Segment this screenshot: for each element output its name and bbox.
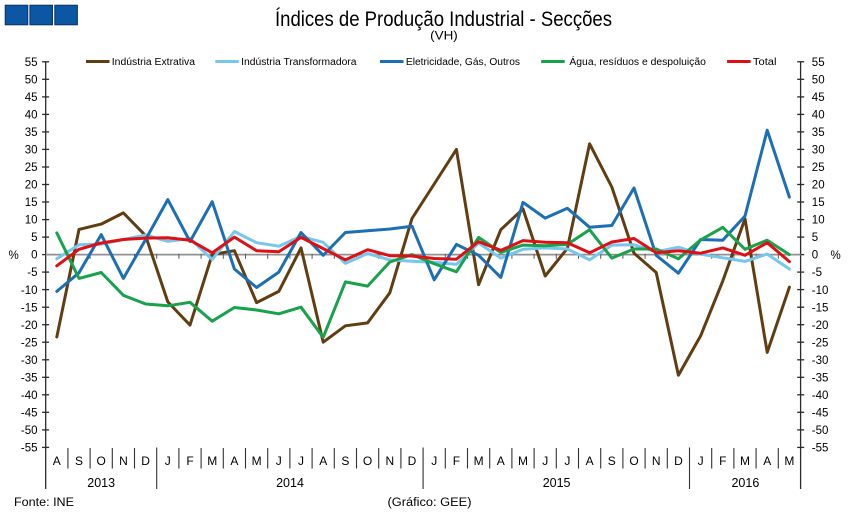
svg-text:5: 5 bbox=[812, 232, 818, 244]
svg-text:%: % bbox=[831, 250, 841, 262]
svg-text:-55: -55 bbox=[812, 443, 829, 455]
svg-text:J: J bbox=[276, 454, 282, 468]
svg-text:-35: -35 bbox=[812, 372, 829, 384]
svg-text:O: O bbox=[363, 454, 372, 468]
svg-text:J: J bbox=[698, 454, 704, 468]
svg-text:-30: -30 bbox=[812, 355, 829, 367]
svg-text:M: M bbox=[252, 454, 262, 468]
svg-text:25: 25 bbox=[812, 162, 825, 174]
svg-text:25: 25 bbox=[25, 162, 38, 174]
svg-text:45: 45 bbox=[25, 92, 38, 104]
svg-text:2014: 2014 bbox=[276, 476, 304, 490]
svg-text:M: M bbox=[784, 454, 794, 468]
svg-text:O: O bbox=[629, 454, 638, 468]
svg-text:S: S bbox=[75, 454, 83, 468]
svg-text:-30: -30 bbox=[21, 355, 38, 367]
svg-text:30: 30 bbox=[25, 145, 38, 157]
svg-text:-5: -5 bbox=[812, 267, 822, 279]
svg-text:10: 10 bbox=[812, 215, 825, 227]
svg-text:20: 20 bbox=[25, 180, 38, 192]
svg-text:45: 45 bbox=[812, 92, 825, 104]
svg-text:N: N bbox=[385, 454, 394, 468]
svg-text:A: A bbox=[230, 454, 238, 468]
svg-text:D: D bbox=[674, 454, 683, 468]
svg-text:A: A bbox=[586, 454, 594, 468]
svg-text:M: M bbox=[474, 454, 484, 468]
svg-text:35: 35 bbox=[25, 127, 38, 139]
svg-text:50: 50 bbox=[25, 74, 38, 86]
svg-text:D: D bbox=[408, 454, 417, 468]
svg-text:40: 40 bbox=[812, 110, 825, 122]
svg-text:Fonte: INE: Fonte: INE bbox=[14, 497, 74, 509]
svg-text:Água, resíduos e despoluição: Água, resíduos e despoluição bbox=[569, 55, 706, 68]
svg-text:Índices de Produção Industrial: Índices de Produção Industrial - Secções bbox=[275, 8, 612, 31]
svg-text:-35: -35 bbox=[21, 372, 38, 384]
svg-text:-10: -10 bbox=[812, 285, 829, 297]
svg-text:-20: -20 bbox=[812, 320, 829, 332]
svg-text:-25: -25 bbox=[812, 337, 829, 349]
svg-text:A: A bbox=[763, 454, 771, 468]
svg-text:Eletricidade, Gás, Outros: Eletricidade, Gás, Outros bbox=[406, 57, 520, 68]
svg-text:S: S bbox=[341, 454, 349, 468]
svg-text:35: 35 bbox=[812, 127, 825, 139]
svg-text:-25: -25 bbox=[21, 337, 38, 349]
svg-text:40: 40 bbox=[25, 110, 38, 122]
svg-text:5: 5 bbox=[31, 232, 37, 244]
svg-text:-50: -50 bbox=[21, 425, 38, 437]
svg-text:-40: -40 bbox=[21, 390, 38, 402]
svg-text:(Gráfico: GEE): (Gráfico: GEE) bbox=[388, 497, 472, 509]
svg-text:2013: 2013 bbox=[87, 476, 115, 490]
svg-text:55: 55 bbox=[25, 57, 38, 69]
svg-text:A: A bbox=[53, 454, 61, 468]
svg-text:Total: Total bbox=[753, 57, 777, 68]
svg-text:J: J bbox=[165, 454, 171, 468]
svg-text:-50: -50 bbox=[812, 425, 829, 437]
svg-text:-40: -40 bbox=[812, 390, 829, 402]
svg-text:M: M bbox=[207, 454, 217, 468]
svg-text:-55: -55 bbox=[21, 443, 38, 455]
svg-text:N: N bbox=[119, 454, 128, 468]
svg-text:50: 50 bbox=[812, 74, 825, 86]
svg-text:20: 20 bbox=[812, 180, 825, 192]
svg-text:2015: 2015 bbox=[543, 476, 571, 490]
svg-text:F: F bbox=[453, 454, 460, 468]
svg-text:-15: -15 bbox=[812, 302, 829, 314]
svg-text:A: A bbox=[497, 454, 505, 468]
svg-text:55: 55 bbox=[812, 57, 825, 69]
svg-text:-45: -45 bbox=[812, 407, 829, 419]
svg-text:-45: -45 bbox=[21, 407, 38, 419]
svg-text:N: N bbox=[652, 454, 661, 468]
svg-text:J: J bbox=[298, 454, 304, 468]
svg-text:-10: -10 bbox=[21, 285, 38, 297]
svg-text:-15: -15 bbox=[21, 302, 38, 314]
svg-text:M: M bbox=[518, 454, 528, 468]
svg-text:S: S bbox=[608, 454, 616, 468]
svg-text:F: F bbox=[186, 454, 193, 468]
svg-text:15: 15 bbox=[25, 197, 38, 209]
svg-text:O: O bbox=[97, 454, 106, 468]
svg-text:30: 30 bbox=[812, 145, 825, 157]
svg-text:2016: 2016 bbox=[731, 476, 759, 490]
svg-text:J: J bbox=[542, 454, 548, 468]
svg-text:J: J bbox=[564, 454, 570, 468]
svg-text:0: 0 bbox=[31, 250, 37, 262]
svg-text:M: M bbox=[740, 454, 750, 468]
svg-text:(VH): (VH) bbox=[430, 28, 458, 42]
svg-text:-5: -5 bbox=[27, 267, 37, 279]
svg-text:-20: -20 bbox=[21, 320, 38, 332]
svg-text:10: 10 bbox=[25, 215, 38, 227]
svg-text:%: % bbox=[9, 250, 19, 262]
svg-text:Indústria Transformadora: Indústria Transformadora bbox=[241, 57, 357, 68]
svg-text:J: J bbox=[431, 454, 437, 468]
svg-text:15: 15 bbox=[812, 197, 825, 209]
svg-text:A: A bbox=[319, 454, 327, 468]
svg-text:F: F bbox=[719, 454, 726, 468]
svg-text:0: 0 bbox=[812, 250, 818, 262]
svg-text:Indústria Extrativa: Indústria Extrativa bbox=[112, 57, 196, 68]
svg-text:D: D bbox=[141, 454, 150, 468]
